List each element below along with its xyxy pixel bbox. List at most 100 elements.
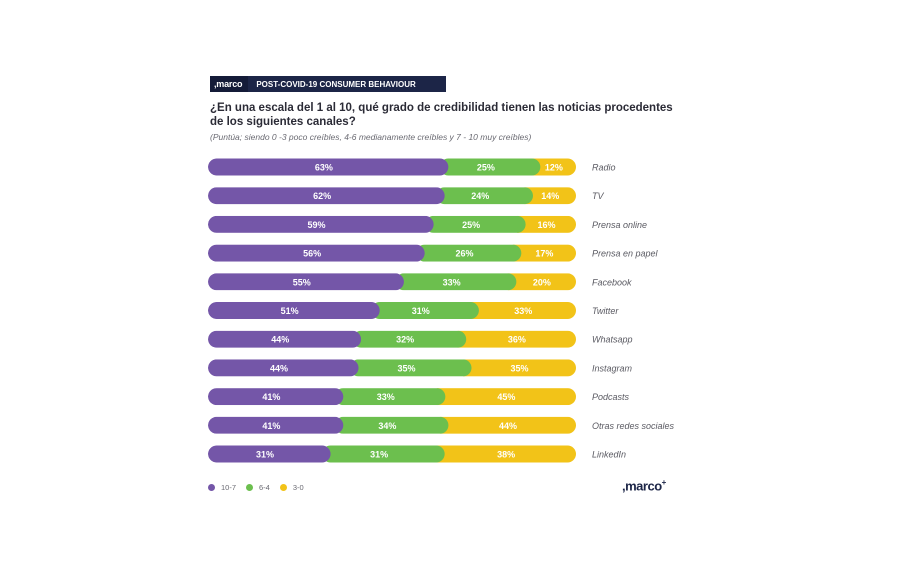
bar-segment-10-7: [208, 416, 344, 434]
data-label: 41%: [262, 392, 280, 402]
bar-segment-10-7: [208, 330, 362, 348]
data-label: 33%: [377, 392, 395, 402]
bar-segment-6-4: [416, 244, 522, 262]
bar-segments: [208, 359, 576, 377]
category-label: TV: [592, 191, 604, 201]
bar-segment-3-0: [439, 416, 576, 434]
report-title: POST-COVID-19 CONSUMER BEHAVIOUR: [256, 79, 416, 89]
data-label: 33%: [443, 277, 461, 287]
bar-row-tv: 62% 24% 14% TV: [208, 187, 604, 205]
bar-segment-3-0: [507, 273, 576, 291]
bar-segment-6-4: [395, 273, 517, 291]
data-label: 31%: [256, 450, 274, 460]
bar-segment-10-7: [208, 445, 331, 463]
bar-segment-3-0: [436, 388, 576, 406]
data-label: 35%: [398, 363, 416, 373]
category-label: Radio: [592, 163, 616, 173]
brand-logo: ,marco: [210, 76, 249, 92]
bar-segment-10-7: [208, 158, 449, 176]
bar-segment-6-4: [334, 416, 449, 434]
category-label: Otras redes sociales: [592, 421, 675, 431]
bar-row-podcasts: 41% 33% 45% Podcasts: [208, 388, 630, 406]
legend: 10-7 6-4 3-0: [208, 483, 304, 492]
bar-segment-3-0: [531, 158, 576, 176]
bar-segment-10-7: [208, 244, 425, 262]
chart-subtitle: (Puntúa; siendo 0 -3 poco creíbles, 4-6 …: [210, 132, 532, 142]
bar-segment-6-4: [439, 158, 541, 176]
bar-segment-3-0: [457, 330, 576, 348]
legend-label-3-0: 3-0: [292, 483, 304, 492]
header-band: ,marco POST-COVID-19 CONSUMER BEHAVIOUR: [210, 76, 446, 92]
data-label: 55%: [293, 277, 311, 287]
bar-segment-10-7: [208, 215, 434, 233]
data-label: 59%: [308, 220, 326, 230]
category-label: Instagram: [592, 363, 633, 373]
legend-label-6-4: 6-4: [259, 483, 270, 492]
data-label: 16%: [538, 220, 556, 230]
legend-label-10-7: 10-7: [221, 483, 237, 492]
chart-question: ¿En una escala del 1 al 10, qué grado de…: [210, 102, 673, 128]
legend-swatch-3-0: [279, 484, 287, 491]
logo-text: ,marco: [622, 478, 662, 494]
bar-segments: [208, 330, 576, 348]
bar-row-whatsapp: 44% 32% 36% Whatsapp: [208, 330, 633, 348]
bar-row-linkedin: 31% 31% 38% LinkedIn: [208, 445, 626, 463]
bar-segment-10-7: [208, 302, 380, 319]
bar-row-prensa-online: 59% 25% 16% Prensa online: [208, 215, 647, 233]
bar-row-otras-redes-sociales: 41% 34% 44% Otras redes sociales: [208, 416, 675, 434]
bar-segments: [208, 215, 576, 233]
category-label: Twitter: [592, 306, 619, 316]
bar-segments: [208, 158, 576, 176]
bar-segment-6-4: [436, 187, 533, 205]
data-label: 34%: [378, 421, 396, 431]
legend-swatch-10-7: [208, 484, 215, 491]
data-label: 17%: [535, 249, 553, 259]
bar-segment-3-0: [470, 302, 576, 319]
bar-segment-6-4: [352, 330, 467, 348]
data-label: 31%: [412, 306, 430, 316]
legend-item-10-7: 10-7: [208, 483, 236, 492]
bar-row-facebook: 55% 33% 20% Facebook: [208, 273, 632, 291]
logo-mark: +: [661, 478, 667, 487]
bar-segments: [208, 416, 576, 434]
data-label: 33%: [514, 306, 532, 316]
legend-item-6-4: 6-4: [246, 483, 270, 492]
bar-segment-10-7: [208, 187, 445, 205]
data-label: 56%: [303, 249, 321, 259]
bar-row-twitter: 51% 31% 33% Twitter: [208, 302, 619, 319]
bar-row-radio: 63% 25% 12% Radio: [208, 158, 616, 176]
bar-segments: [208, 244, 576, 262]
bar-segment-10-7: [208, 388, 344, 406]
legend-item-3-0: 3-0: [279, 483, 304, 492]
data-label: 26%: [455, 249, 473, 259]
category-label: Prensa en papel: [592, 249, 659, 259]
bar-segments: [208, 302, 576, 319]
data-label: 62%: [313, 191, 331, 201]
bar-segment-10-7: [208, 273, 404, 291]
bar-segment-3-0: [524, 187, 576, 205]
data-label: 51%: [281, 306, 299, 316]
bar-segment-6-4: [322, 445, 445, 463]
data-label: 24%: [471, 191, 489, 201]
data-label: 44%: [271, 335, 289, 345]
data-label: 41%: [262, 421, 280, 431]
category-label: Podcasts: [592, 392, 630, 402]
bar-segment-3-0: [512, 244, 576, 262]
data-label: 44%: [499, 421, 517, 431]
bar-segments: [208, 273, 576, 291]
bar-segment-6-4: [334, 388, 446, 406]
category-label: Whatsapp: [592, 335, 633, 345]
data-label: 25%: [462, 220, 480, 230]
bar-segment-3-0: [436, 445, 576, 463]
data-label: 14%: [541, 191, 559, 201]
data-label: 25%: [477, 163, 495, 173]
bar-segment-3-0: [517, 215, 576, 233]
bar-segment-6-4: [371, 302, 479, 319]
bar-segment-6-4: [350, 359, 472, 377]
data-label: 44%: [270, 363, 288, 373]
category-label: Facebook: [592, 277, 632, 287]
data-label: 12%: [545, 163, 563, 173]
bar-segments: [208, 445, 576, 463]
legend-swatch-6-4: [246, 484, 254, 491]
data-label: 20%: [533, 277, 551, 287]
